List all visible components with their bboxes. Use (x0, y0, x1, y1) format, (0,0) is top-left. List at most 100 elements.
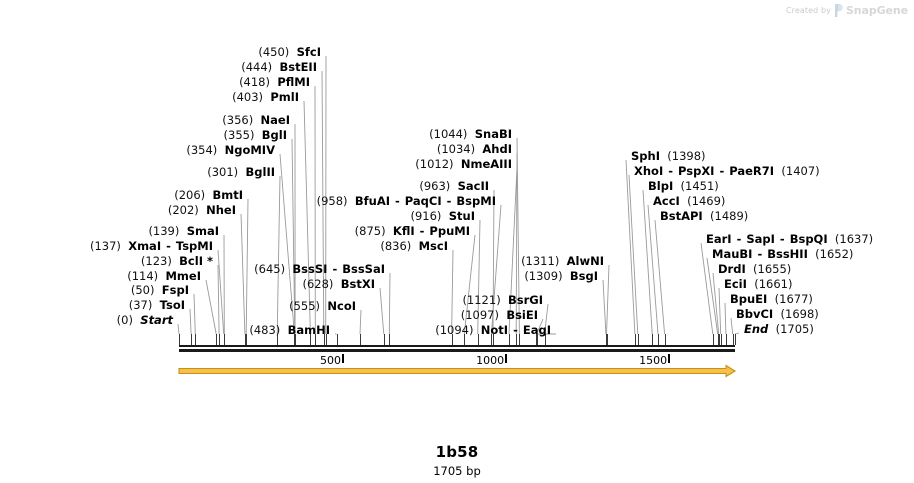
enzyme-label-kfli[interactable]: (875) KflI - PpuMI (355, 225, 470, 237)
leader-line (276, 175, 281, 335)
enzyme-position: (356) (222, 113, 254, 127)
ruler-tick-label-500: 500 (320, 354, 342, 367)
enzyme-label-maubi[interactable]: MauBI - BssHII (1652) (712, 248, 853, 260)
cut-site-mark (652, 334, 654, 345)
cut-site-mark (323, 334, 325, 345)
enzyme-label-pmli[interactable]: (403) PmlI (232, 91, 299, 103)
cut-site-mark (223, 334, 225, 345)
enzyme-position: (628) (302, 277, 334, 291)
enzyme-label-bsssi[interactable]: (645) BssSI - BssSaI (254, 263, 385, 275)
sequence-title-block: 1b58 1705 bp (0, 443, 914, 478)
enzyme-label-drdi[interactable]: DrdI (1655) (718, 263, 791, 275)
enzyme-separator: - (391, 194, 404, 208)
enzyme-label-bfuai[interactable]: (958) BfuAI - PaqCI - BspMI (317, 195, 496, 207)
enzyme-label-bsteii[interactable]: (444) BstEII (241, 61, 317, 73)
enzyme-label-msci[interactable]: (836) MscI (380, 240, 448, 252)
enzyme-label-pflmi[interactable]: (418) PflMI (239, 76, 310, 88)
enzyme-separator: - (328, 262, 342, 276)
label-gap (703, 209, 710, 223)
ruler-tick-mark-500 (342, 354, 345, 363)
enzyme-name: BsrGI (508, 293, 543, 307)
enzyme-position: (1097) (460, 308, 499, 322)
enzyme-name: KflI (392, 224, 415, 238)
enzyme-label-sfci[interactable]: (450) SfcI (258, 46, 321, 58)
enzyme-label-bpuei[interactable]: BpuEI (1677) (730, 293, 813, 305)
enzyme-label-nmeaiii[interactable]: (1012) NmeAIII (415, 158, 512, 170)
enzyme-label-mmei[interactable]: (114) MmeI (127, 270, 201, 282)
cut-site-mark (720, 334, 722, 345)
enzyme-label-eari[interactable]: EarI - SapI - BspQI (1637) (706, 233, 873, 245)
cut-site-mark (606, 334, 608, 345)
snapgene-watermark: Created by SnapGene (786, 2, 908, 18)
enzyme-label-sacii[interactable]: (963) SacII (419, 180, 489, 192)
enzyme-label-noti[interactable]: (1094) NotI - EagI (435, 324, 551, 336)
enzyme-name: BstXI (340, 277, 375, 291)
watermark-created-by-label: Created by (785, 5, 831, 15)
cut-site-mark (464, 334, 466, 345)
cut-site-mark (509, 334, 510, 345)
enzyme-label-stui[interactable]: (916) StuI (411, 210, 476, 222)
enzyme-label-bglii[interactable]: (301) BglII (207, 166, 275, 178)
cut-site-mark (605, 334, 607, 345)
cut-site-mark (712, 334, 714, 345)
enzyme-label-ecii[interactable]: EciI (1661) (724, 278, 792, 290)
cut-site-mark (725, 334, 727, 345)
enzyme-position: (114) (127, 269, 159, 283)
label-gap (563, 269, 570, 283)
watermark-brand-label: SnapGene (845, 3, 908, 17)
leader-line (379, 287, 385, 335)
enzyme-name: PmlI (270, 90, 299, 104)
leader-line (388, 272, 391, 335)
enzyme-label-bsiei[interactable]: (1097) BsiEI (461, 309, 538, 321)
enzyme-label-blpi[interactable]: BlpI (1451) (648, 180, 719, 192)
enzyme-label-alwni[interactable]: (1311) AlwNI (521, 255, 604, 267)
enzyme-label-bcli[interactable]: (123) BclI * (141, 255, 213, 267)
cut-site-mark (519, 334, 521, 345)
enzyme-label-nhei[interactable]: (202) NheI (168, 204, 236, 216)
enzyme-label-bstxi[interactable]: (628) BstXI (302, 278, 375, 290)
enzyme-label-fspi[interactable]: (50) FspI (131, 284, 189, 296)
enzyme-label-ahdi[interactable]: (1034) AhdI (437, 143, 512, 155)
enzyme-label-snabi[interactable]: (1044) SnaBI (429, 128, 512, 140)
enzyme-label-naei[interactable]: (356) NaeI (222, 114, 290, 126)
enzyme-label-xhoi[interactable]: XhoI - PspXI - PaeR7I (1407) (634, 165, 820, 177)
leader-line (706, 257, 719, 335)
enzyme-name: EciI (724, 277, 747, 291)
enzyme-label-bamhi[interactable]: (483) BamHI (249, 324, 330, 336)
enzyme-name: BbvCI (736, 307, 774, 321)
leader-line (628, 174, 639, 335)
cut-site-mark (295, 334, 297, 345)
enzyme-name: MscI (418, 239, 448, 253)
enzyme-label-sphi[interactable]: SphI (1398) (631, 150, 706, 162)
cut-site-mark (732, 334, 734, 345)
enzyme-position: (1309) (524, 269, 563, 283)
orf-arrow-shape[interactable] (178, 364, 737, 378)
leader-line (492, 189, 495, 335)
enzyme-label-ncoi[interactable]: (555) NcoI (289, 300, 356, 312)
enzyme-label-smai[interactable]: (139) SmaI (148, 225, 219, 237)
enzyme-label-bmti[interactable]: (206) BmtI (174, 189, 243, 201)
enzyme-name: BglII (245, 165, 276, 179)
label-gap (499, 308, 506, 322)
enzyme-label-tsoi[interactable]: (37) TsoI (129, 299, 185, 311)
enzyme-label-xmai[interactable]: (137) XmaI - TspMI (90, 240, 213, 252)
enzyme-label-bsgi[interactable]: (1309) BsgI (524, 270, 598, 282)
enzyme-label-acci[interactable]: AccI (1469) (653, 195, 725, 207)
enzyme-label-ngomiv[interactable]: (354) NgoMIV (186, 144, 275, 156)
enzyme-label-bstapi[interactable]: BstAPI (1489) (660, 210, 748, 222)
enzyme-name: PaqCI (404, 194, 442, 208)
backbone-bar-hairline (179, 347, 735, 349)
enzyme-name: NgoMIV (224, 143, 275, 157)
cut-site-mark (244, 334, 246, 345)
enzyme-label-start[interactable]: (0) Start (117, 314, 173, 326)
label-gap (133, 313, 140, 327)
leader-line (451, 249, 454, 335)
enzyme-label-bsrgi[interactable]: (1121) BsrGI (462, 294, 543, 306)
enzyme-label-bbvci[interactable]: BbvCI (1698) (736, 308, 819, 320)
enzyme-label-end[interactable]: End (1705) (744, 323, 814, 335)
enzyme-label-bgli[interactable]: (355) BglI (224, 129, 287, 141)
